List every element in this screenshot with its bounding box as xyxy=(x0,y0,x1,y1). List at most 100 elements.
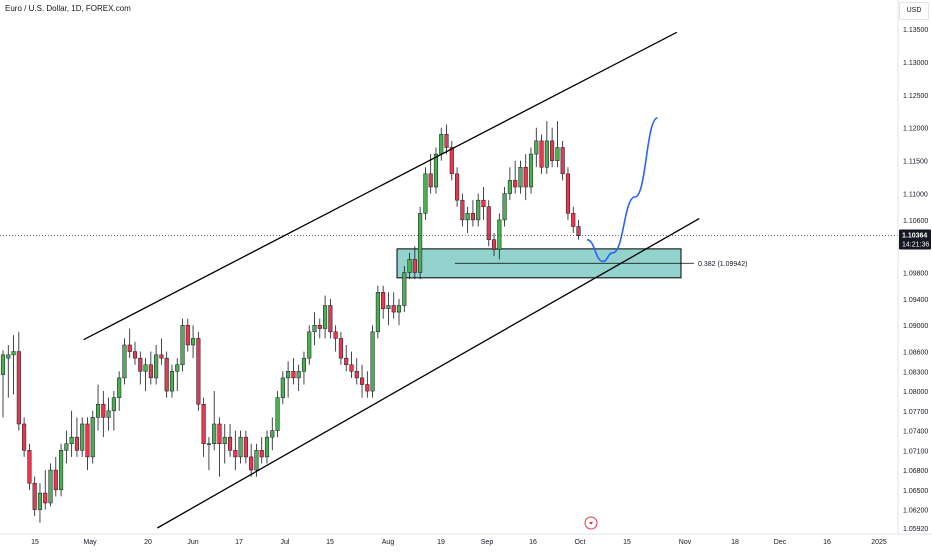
candle-body-up xyxy=(6,354,11,359)
candle-body-up xyxy=(476,199,481,221)
candle xyxy=(428,154,433,194)
candle-body-up xyxy=(502,193,507,221)
candle-body-down xyxy=(513,180,518,188)
candle xyxy=(460,193,465,227)
candle-body-up xyxy=(528,153,534,188)
currency-button[interactable]: USD xyxy=(899,2,929,20)
candle xyxy=(206,437,211,471)
candle-body-down xyxy=(455,173,460,201)
candle xyxy=(301,351,307,385)
time-tick-label: Aug xyxy=(382,539,395,546)
candle-body-down xyxy=(486,206,491,240)
price-tick-label: 1.13500 xyxy=(903,27,928,34)
candle-body-down xyxy=(576,226,581,236)
candle xyxy=(85,417,90,471)
candle xyxy=(264,430,270,464)
candle-body-down xyxy=(328,305,333,333)
candle xyxy=(106,397,111,431)
candle xyxy=(37,483,43,523)
time-tick-label: 15 xyxy=(326,539,334,546)
candle-body-down xyxy=(291,371,296,379)
candle xyxy=(528,147,534,194)
candle-body-up xyxy=(169,371,175,392)
candle xyxy=(217,417,222,477)
candle xyxy=(90,410,95,464)
candle xyxy=(69,410,74,457)
candle xyxy=(32,476,37,517)
candle xyxy=(27,443,32,490)
last-price-badge[interactable] xyxy=(899,229,931,250)
time-tick-label: May xyxy=(83,539,97,546)
candle-body-down xyxy=(164,357,169,392)
drawings-layer xyxy=(0,31,898,529)
candle-body-down xyxy=(338,338,343,359)
candle xyxy=(48,463,53,507)
candle-body-down xyxy=(460,199,465,221)
candle xyxy=(497,213,502,260)
candle xyxy=(175,358,180,392)
candle xyxy=(344,344,349,372)
candle-body-down xyxy=(381,292,386,310)
candle-body-up xyxy=(48,469,53,504)
candle-body-down xyxy=(127,344,132,352)
candle xyxy=(433,147,439,194)
candle xyxy=(138,351,143,385)
candle xyxy=(476,193,481,227)
candle xyxy=(53,456,58,497)
candle-body-down xyxy=(565,173,571,214)
candle xyxy=(502,186,507,227)
candle-body-down xyxy=(22,423,27,451)
candle xyxy=(328,298,333,339)
candle-body-up xyxy=(154,354,159,379)
time-axis[interactable]: 15 May 20 Jun 17 Jul 15 Aug 19 Sep 16 Oct 15 Nov 18 Dec… xyxy=(31,539,887,546)
candle xyxy=(143,358,148,392)
price-axis[interactable]: 1.13500 1.13000 1.12500 1.12000 1.11500 1.110… xyxy=(899,27,931,533)
candle-body-up xyxy=(212,423,217,444)
candle-body-down xyxy=(185,324,190,346)
symbol-title[interactable]: Euro / U.S. Dollar, 1D, FOREX.com xyxy=(5,4,131,13)
candle xyxy=(513,160,518,194)
candle xyxy=(550,127,555,168)
candle xyxy=(74,417,79,457)
candle xyxy=(391,292,396,319)
candle-body-down xyxy=(217,423,222,444)
time-tick-label: 19 xyxy=(437,539,445,546)
candle xyxy=(59,443,64,497)
candle-body-up xyxy=(111,397,116,412)
candle xyxy=(286,361,291,398)
candle xyxy=(132,341,138,365)
price-tick-label: 1.09400 xyxy=(903,297,928,304)
candle-body-down xyxy=(27,450,32,484)
candle-body-down xyxy=(53,469,58,491)
snapshot-icon[interactable] xyxy=(584,516,598,530)
candle-body-down xyxy=(523,166,528,188)
candle-body-up xyxy=(433,153,439,188)
candle xyxy=(444,124,449,155)
candle-body-down xyxy=(148,364,153,379)
candle xyxy=(191,325,196,359)
time-tick-label: Dec xyxy=(774,539,787,546)
candle xyxy=(95,384,101,431)
candle-body-up xyxy=(423,173,428,214)
candle-body-down xyxy=(550,140,555,161)
candle xyxy=(11,335,16,395)
candle-body-down xyxy=(43,492,48,504)
candle-body-down xyxy=(259,450,264,458)
candle xyxy=(396,298,402,326)
candle-body-down xyxy=(159,354,164,359)
price-tick-label: 1.08000 xyxy=(903,389,928,396)
candle-body-down xyxy=(359,377,365,385)
candle-body-down xyxy=(428,173,433,188)
candle-body-down xyxy=(32,482,37,510)
candle-body-up xyxy=(80,423,85,451)
candle-body-up xyxy=(375,292,380,333)
candle xyxy=(323,295,328,339)
candle xyxy=(359,364,365,398)
candle xyxy=(259,437,264,464)
candle-body-up xyxy=(518,166,523,188)
candle-body-up xyxy=(122,344,127,379)
candle-body-up xyxy=(222,436,227,444)
candle xyxy=(481,186,486,220)
